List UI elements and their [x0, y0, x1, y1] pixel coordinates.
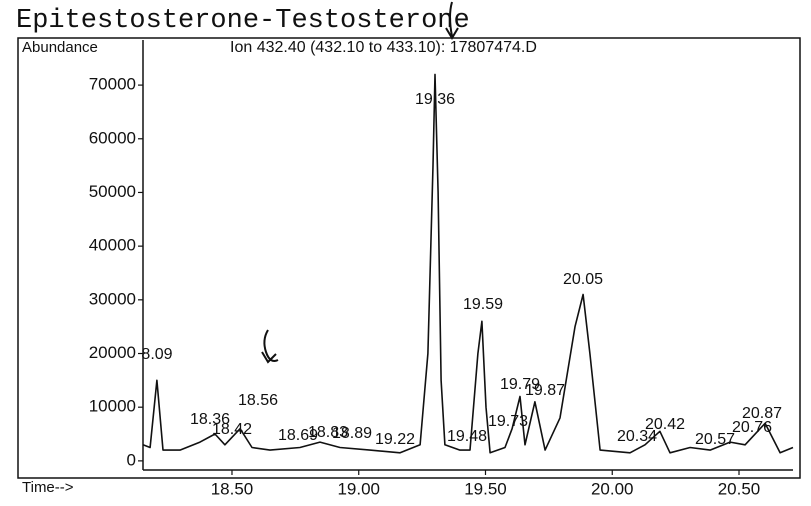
- peak-label: 20.34: [617, 428, 657, 445]
- peak-label: 19.48: [447, 428, 487, 445]
- peak-label: 20.42: [645, 416, 685, 433]
- peak-label: 19.87: [525, 382, 565, 399]
- trace: [142, 73, 794, 454]
- y-tick-label: 0: [127, 450, 136, 469]
- peak-label: 19.79: [500, 376, 540, 393]
- peak-label: 18.36: [190, 411, 230, 428]
- chart-title: Epitestosterone-Testosterone: [16, 6, 470, 36]
- peak-label: 19.22: [375, 431, 415, 448]
- peak-label: 18.83: [308, 424, 348, 441]
- y-tick-label: 60000: [89, 128, 136, 147]
- handwritten-arrow: [261, 329, 279, 364]
- x-tick-label: 18.50: [211, 479, 254, 498]
- x-tick-label: 20.00: [591, 479, 634, 498]
- peak-label: 20.76: [732, 419, 772, 436]
- peak-label: 19.59: [463, 296, 503, 313]
- y-axis-label: Abundance: [22, 39, 98, 56]
- x-axis-label: Time-->: [22, 479, 74, 496]
- subtitle: Ion 432.40 (432.10 to 433.10): 17807474.…: [230, 39, 537, 56]
- peak-label: 19.36: [415, 91, 455, 108]
- peak-label: 8.09: [141, 346, 172, 363]
- peak-label: 19.73: [488, 413, 528, 430]
- y-tick-label: 50000: [89, 182, 136, 201]
- peak-label: 18.42: [212, 421, 252, 438]
- y-tick-label: 70000: [89, 75, 136, 94]
- peak-label: 18.56: [238, 392, 278, 409]
- peak-label: 20.05: [563, 271, 603, 288]
- y-tick-label: 10000: [89, 397, 136, 416]
- handwritten-arrow: [445, 1, 459, 40]
- peak-label: 20.57: [695, 431, 735, 448]
- x-tick-label: 19.00: [337, 479, 380, 498]
- y-tick-label: 30000: [89, 289, 136, 308]
- x-tick-label: 20.50: [718, 479, 761, 498]
- y-tick-label: 40000: [89, 236, 136, 255]
- peak-label: 20.87: [742, 405, 782, 422]
- peak-label: 18.89: [332, 425, 372, 442]
- x-tick-label: 19.50: [464, 479, 507, 498]
- peak-label: 18.69: [278, 427, 318, 444]
- frame: [17, 37, 801, 479]
- y-tick-label: 20000: [89, 343, 136, 362]
